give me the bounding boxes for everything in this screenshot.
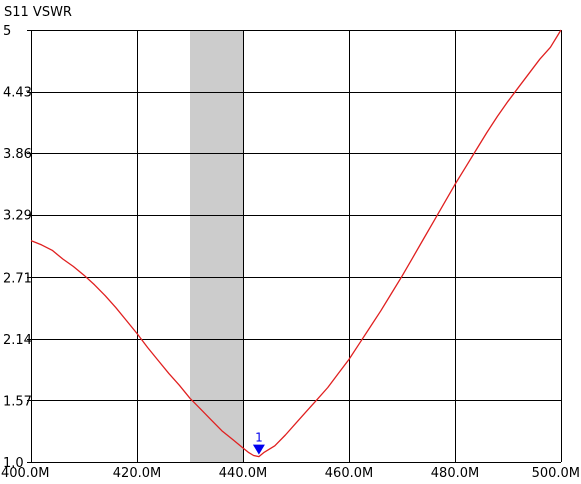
marker-layer: 1	[252, 431, 265, 455]
x-tick-label: 460.0M	[325, 466, 373, 481]
chart-title: S11 VSWR	[4, 5, 72, 20]
y-tick-label: 1.57	[3, 394, 32, 409]
marker-triangle	[252, 444, 265, 455]
y-tick-label: 3.86	[3, 147, 32, 162]
series-line	[30, 29, 562, 458]
tick-labels: 1.0 1.57 2.14 2.71 3.29 3.86 4.43 5 400.0M 420.0M…	[1, 24, 580, 481]
y-tick-label: 5	[3, 24, 11, 39]
x-tick-label: 440.0M	[219, 466, 267, 481]
marker-label: 1	[255, 431, 263, 445]
y-tick-label: 2.71	[3, 271, 32, 286]
x-tick-label: 480.0M	[431, 466, 479, 481]
series-layer	[30, 29, 562, 458]
x-tick-label: 400.0M	[1, 466, 49, 481]
y-tick-label: 2.14	[3, 333, 32, 348]
x-tick-label: 500.0M	[532, 466, 580, 481]
y-tick-label: 4.43	[3, 86, 32, 101]
x-tick-label: 420.0M	[113, 466, 161, 481]
y-tick-label: 3.29	[3, 209, 32, 224]
grid-lines	[27, 30, 562, 463]
highlight-band	[190, 30, 243, 462]
y-tick-label: 1.0	[3, 456, 24, 471]
